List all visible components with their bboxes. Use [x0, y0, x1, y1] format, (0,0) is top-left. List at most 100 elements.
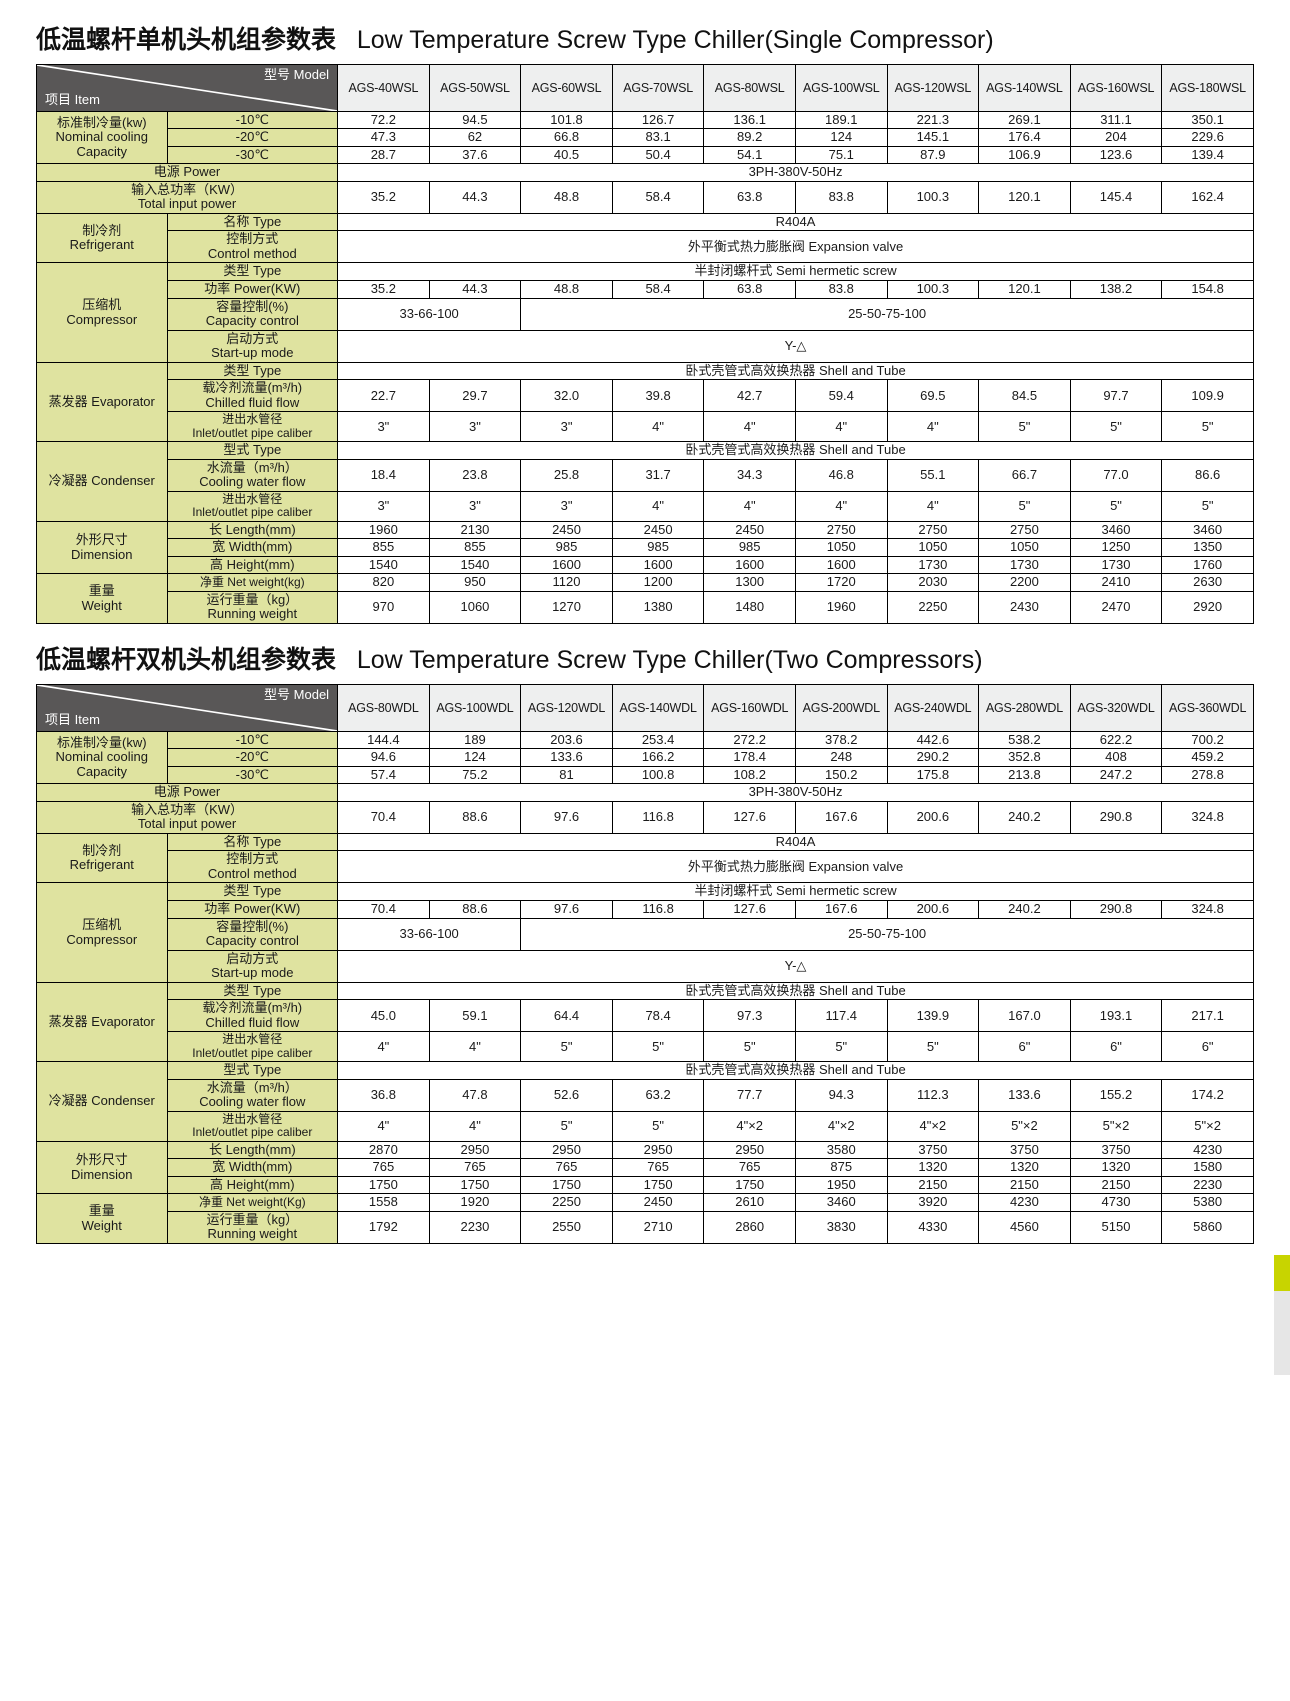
group-nominal-cooling: 标准制冷量(kw) Nominal cooling Capacity	[36, 730, 168, 785]
condenser-pipe-caliber-value-1: 4"	[428, 1110, 522, 1142]
cooling-water-flow-value-8: 155.2	[1069, 1078, 1163, 1112]
group-dimension: 外形尺寸 Dimension	[36, 1140, 168, 1195]
evaporator-pipe-caliber-value-0: 3"	[337, 411, 430, 443]
condenser-pipe-caliber-value-4: 4"×2	[703, 1110, 796, 1142]
compressor-power-value-4: 127.6	[703, 899, 796, 919]
width-value-9: 1580	[1161, 1158, 1254, 1177]
evaporator-pipe-caliber-value-2: 5"	[520, 1031, 613, 1063]
evaporator-type-value: 卧式壳管式高效换热器 Shell and Tube	[337, 981, 1254, 1001]
net-weight-value-0: 1558	[337, 1193, 430, 1212]
cooling-water-flow-value-3: 63.2	[611, 1078, 705, 1112]
running-weight-value-8: 2470	[1069, 590, 1163, 625]
condenser-pipe-caliber-value-5: 4"	[794, 490, 888, 522]
capacity-control-value-a: 33-66-100	[337, 917, 522, 951]
model-header-9: AGS-360WDL	[1161, 683, 1254, 732]
model-header-3: AGS-140WDL	[611, 683, 705, 732]
row-label-height: 高 Height(mm)	[166, 555, 339, 575]
cooling-water-flow-value-0: 36.8	[337, 1078, 430, 1112]
evaporator-pipe-caliber-value-8: 6"	[1069, 1031, 1163, 1063]
group-condenser: 冷凝器 Condenser	[36, 1061, 168, 1142]
refrigerant-type-value: R404A	[337, 212, 1254, 232]
chilled-fluid-flow-value-7: 84.5	[978, 379, 1071, 413]
row-label-control-method: 控制方式 Control method	[166, 850, 339, 884]
length-value-4: 2450	[703, 520, 796, 540]
row-label-evaporator-type: 类型 Type	[166, 361, 339, 381]
model-header-8: AGS-160WSL	[1069, 63, 1163, 112]
running-weight-value-0: 1792	[337, 1210, 430, 1245]
model-header-3: AGS-70WSL	[611, 63, 705, 112]
net-weight-value-2: 1120	[520, 573, 613, 592]
width-value-6: 1320	[886, 1158, 980, 1177]
compressor-type-value: 半封闭螺杆式 Semi hermetic screw	[337, 882, 1254, 901]
length-value-9: 4230	[1161, 1140, 1254, 1160]
compressor-power-value-2: 48.8	[520, 279, 613, 299]
condenser-pipe-caliber-value-5: 4"×2	[794, 1110, 888, 1142]
table-row: 控制方式 Control method 外平衡式热力膨胀阀 Expansion va…	[37, 230, 1254, 264]
row-label-refrigerant-type: 名称 Type	[166, 832, 339, 852]
table-row: -20℃ 94.6 124 133.6 166.2 178.4 248 290.2 352.8 4…	[37, 748, 1254, 767]
cooling-20c-value-3: 83.1	[611, 128, 705, 147]
startup-mode-value: Y-△	[337, 949, 1254, 983]
cooling-water-flow-value-1: 47.8	[428, 1078, 522, 1112]
row-label-temp-minus30: -30℃	[166, 765, 339, 785]
total-input-power-value-9: 324.8	[1161, 800, 1254, 834]
width-value-2: 985	[520, 538, 613, 557]
compressor-power-value-8: 290.8	[1069, 899, 1163, 919]
total-input-power-value-6: 100.3	[886, 180, 980, 214]
table-row: 外形尺寸 Dimension 长 Length(mm) 1960 2130 2450 245…	[36, 520, 1254, 575]
capacity-control-value-b: 25-50-75-100	[520, 917, 1254, 951]
condenser-pipe-caliber-value-7: 5"×2	[978, 1110, 1071, 1142]
model-header-8: AGS-320WDL	[1069, 683, 1163, 732]
height-value-8: 2150	[1069, 1175, 1163, 1195]
cooling-20c-value-9: 229.6	[1161, 128, 1254, 147]
cooling-10c-value-7: 538.2	[978, 730, 1071, 750]
running-weight-value-9: 2920	[1161, 590, 1254, 625]
row-label-startup-mode: 启动方式 Start-up mode	[166, 949, 339, 983]
row-label-compressor-type: 类型 Type	[166, 882, 339, 901]
height-value-5: 1950	[794, 1175, 888, 1195]
row-label-width: 宽 Width(mm)	[166, 1158, 339, 1177]
height-value-7: 1730	[978, 555, 1071, 575]
running-weight-value-1: 2230	[428, 1210, 522, 1245]
condenser-pipe-caliber-value-3: 5"	[611, 1110, 705, 1142]
compressor-power-value-9: 154.8	[1161, 279, 1254, 299]
cooling-water-flow-value-7: 133.6	[978, 1078, 1071, 1112]
total-input-power-value-8: 290.8	[1069, 800, 1163, 834]
cooling-10c-value-3: 253.4	[611, 730, 705, 750]
total-input-power-value-2: 48.8	[520, 180, 613, 214]
net-weight-value-3: 1200	[611, 573, 705, 592]
table-row: 输入总功率（KW） Total input power 70.4 88.6 97.6 11…	[35, 800, 1254, 834]
row-label-length: 长 Length(mm)	[166, 520, 339, 540]
height-value-0: 1540	[337, 555, 430, 575]
cooling-30c-value-4: 108.2	[703, 765, 796, 785]
cooling-water-flow-value-1: 23.8	[428, 458, 522, 492]
evaporator-pipe-caliber-value-5: 5"	[794, 1031, 888, 1063]
spec-table-single-compressor: 型号 Model 项目 Item AGS-40WSL AGS-50WSL AGS-60W…	[35, 63, 1254, 625]
refrigerant-type-value: R404A	[337, 832, 1254, 852]
model-header-0: AGS-40WSL	[337, 63, 430, 112]
group-weight: 重量 Weight	[36, 573, 168, 625]
cooling-30c-value-0: 57.4	[337, 765, 430, 785]
row-label-control-method: 控制方式 Control method	[166, 230, 339, 264]
net-weight-value-5: 3460	[794, 1193, 888, 1212]
table-1-title-cn: 低温螺杆单机头机组参数表	[36, 26, 337, 54]
chilled-fluid-flow-value-6: 69.5	[886, 379, 980, 413]
chilled-fluid-flow-value-5: 59.4	[794, 379, 888, 413]
table-row: 高 Height(mm) 1540 1540 1600 1600 1600 1600 1730…	[37, 555, 1254, 575]
net-weight-value-4: 1300	[703, 573, 796, 592]
cooling-water-flow-value-2: 52.6	[520, 1078, 613, 1112]
table-row: 进出水管径 Inlet/outlet pipe caliber 4" 4" 5" 5" 4"…	[37, 1110, 1254, 1142]
length-value-6: 3750	[886, 1140, 980, 1160]
cooling-20c-value-8: 204	[1069, 128, 1163, 147]
cooling-water-flow-value-8: 77.0	[1069, 458, 1163, 492]
evaporator-pipe-caliber-value-1: 4"	[428, 1031, 522, 1063]
power-supply-value: 3PH-380V-50Hz	[337, 163, 1254, 182]
cooling-30c-value-1: 75.2	[428, 765, 522, 785]
running-weight-value-1: 1060	[428, 590, 522, 625]
cooling-20c-value-4: 89.2	[703, 128, 796, 147]
cooling-water-flow-value-5: 94.3	[794, 1078, 888, 1112]
cooling-water-flow-value-6: 55.1	[886, 458, 980, 492]
width-value-0: 855	[337, 538, 430, 557]
group-evaporator: 蒸发器 Evaporator	[36, 981, 168, 1063]
cooling-30c-value-9: 139.4	[1161, 145, 1254, 165]
